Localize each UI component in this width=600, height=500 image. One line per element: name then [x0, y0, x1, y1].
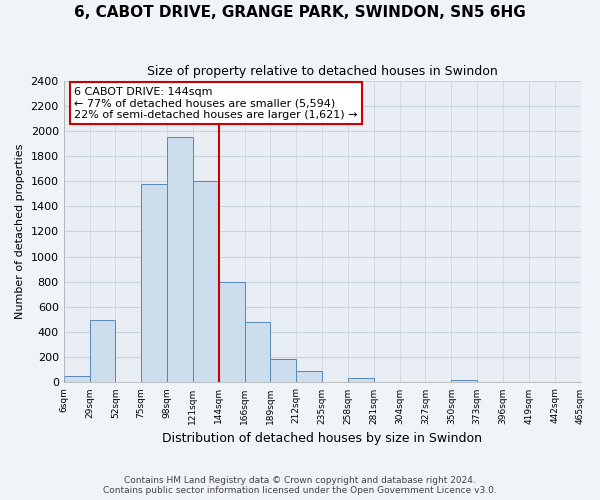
Bar — [271, 358, 296, 382]
Text: Contains HM Land Registry data © Crown copyright and database right 2024.
Contai: Contains HM Land Registry data © Crown c… — [103, 476, 497, 495]
Bar — [348, 378, 374, 382]
Text: 6, CABOT DRIVE, GRANGE PARK, SWINDON, SN5 6HG: 6, CABOT DRIVE, GRANGE PARK, SWINDON, SN… — [74, 5, 526, 20]
Bar — [193, 181, 219, 382]
Y-axis label: Number of detached properties: Number of detached properties — [15, 144, 25, 319]
Bar — [451, 380, 477, 382]
Bar — [89, 320, 115, 382]
Title: Size of property relative to detached houses in Swindon: Size of property relative to detached ho… — [147, 65, 497, 78]
Bar — [219, 282, 245, 382]
Bar — [245, 322, 271, 382]
X-axis label: Distribution of detached houses by size in Swindon: Distribution of detached houses by size … — [162, 432, 482, 445]
Bar — [167, 137, 193, 382]
Bar — [141, 184, 167, 382]
Bar — [296, 371, 322, 382]
Bar — [64, 376, 89, 382]
Text: 6 CABOT DRIVE: 144sqm
← 77% of detached houses are smaller (5,594)
22% of semi-d: 6 CABOT DRIVE: 144sqm ← 77% of detached … — [74, 86, 358, 120]
